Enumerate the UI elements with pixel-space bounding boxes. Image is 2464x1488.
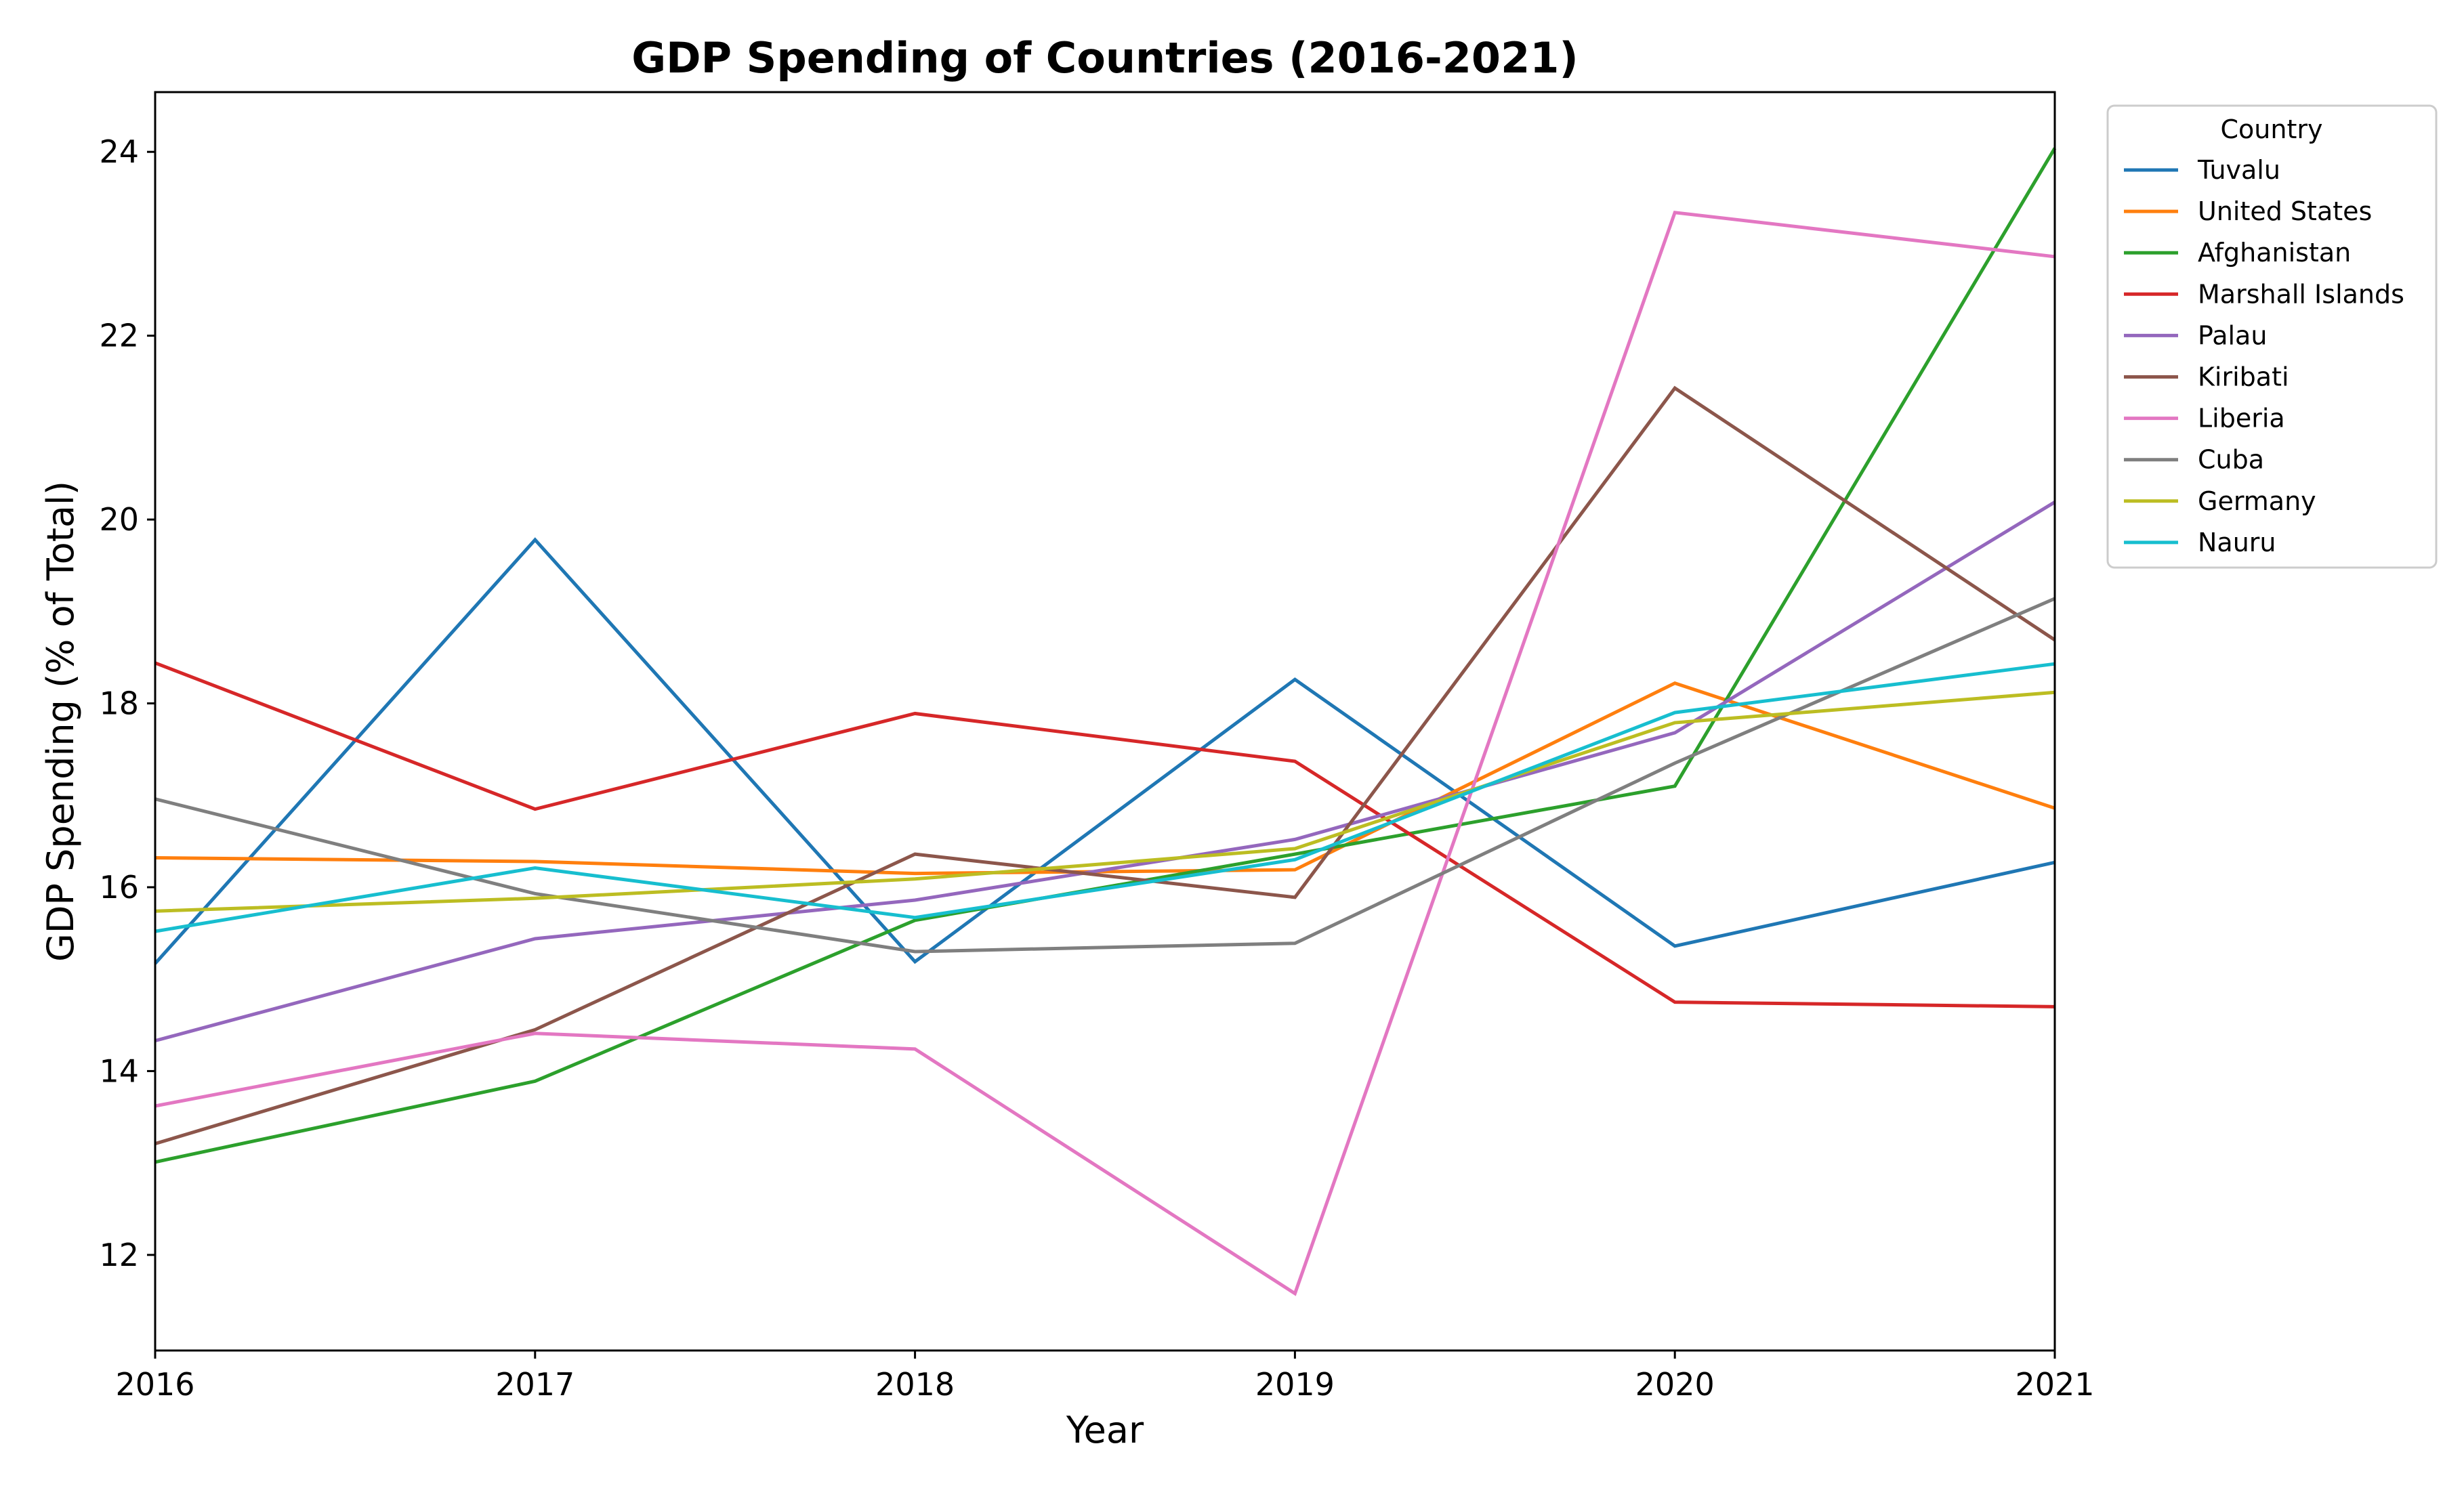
- series-line-palau: [154, 501, 2056, 1043]
- series-line-germany: [154, 690, 2055, 913]
- x-tick-label: 2018: [875, 1366, 955, 1403]
- legend-item-cuba: Cuba: [2124, 445, 2264, 475]
- y-tick-label: 24: [99, 133, 139, 170]
- y-tick-label: 16: [99, 869, 139, 906]
- legend-label: Liberia: [2198, 404, 2285, 433]
- y-tick-label: 14: [99, 1053, 139, 1089]
- x-tick-label: 2020: [1635, 1366, 1715, 1403]
- y-tick-label: 20: [99, 501, 139, 538]
- legend-item-afghanistan: Afghanistan: [2124, 238, 2351, 268]
- legend-box: [2106, 104, 2438, 569]
- legend-label: United States: [2198, 196, 2372, 226]
- legend-item-tuvalu: Tuvalu: [2124, 155, 2280, 185]
- chart-title: GDP Spending of Countries (2016-2021): [631, 33, 1578, 83]
- legend-label: Germany: [2198, 486, 2316, 516]
- x-tick-label: 2021: [2015, 1366, 2094, 1403]
- legend-label: Kiribati: [2198, 362, 2289, 392]
- y-axis: 12 14 16 18 20 22 24: [99, 133, 155, 1273]
- legend-label: Tuvalu: [2197, 155, 2280, 185]
- series-line-tuvalu: [154, 537, 2055, 965]
- legend-label: Marshall Islands: [2198, 279, 2404, 309]
- legend-label: Cuba: [2198, 445, 2264, 475]
- legend-item-palau: Palau: [2124, 320, 2267, 350]
- x-tick-label: 2016: [115, 1366, 194, 1403]
- x-tick-label: 2019: [1255, 1366, 1335, 1403]
- legend-item-germany: Germany: [2124, 486, 2316, 516]
- plot-frame: [154, 91, 2056, 1352]
- legend-items: Tuvalu United States Afghanistan Marshall I…: [2124, 155, 2404, 557]
- x-axis-label: Year: [1066, 1409, 1144, 1451]
- y-axis-label: GDP Spending (% of Total): [39, 481, 82, 962]
- series-line-kiribati: [154, 385, 2056, 1146]
- legend-item-liberia: Liberia: [2124, 404, 2285, 433]
- legend: Country Tuvalu United States Afghanistan Ma…: [2106, 104, 2438, 569]
- legend-label: Palau: [2198, 320, 2267, 350]
- y-tick-label: 22: [99, 318, 139, 354]
- series-layer: [154, 147, 2057, 1296]
- legend-item-kiribati: Kiribati: [2124, 362, 2289, 392]
- legend-item-nauru: Nauru: [2124, 528, 2276, 557]
- y-tick-label: 18: [99, 685, 139, 722]
- legend-label: Afghanistan: [2198, 238, 2351, 268]
- x-tick-label: 2017: [495, 1366, 575, 1403]
- legend-item-marshall-islands: Marshall Islands: [2124, 279, 2404, 309]
- series-line-nauru: [154, 662, 2055, 933]
- legend-label: Nauru: [2198, 528, 2276, 557]
- legend-title: Country: [2221, 114, 2323, 144]
- y-tick-label: 12: [99, 1237, 139, 1273]
- x-axis: 2016 2017 2018 2019 2020 2021: [115, 1351, 2095, 1403]
- series-line-marshall-islands: [154, 661, 2055, 1008]
- series-line-liberia: [154, 211, 2055, 1296]
- legend-item-united-states: United States: [2124, 196, 2372, 226]
